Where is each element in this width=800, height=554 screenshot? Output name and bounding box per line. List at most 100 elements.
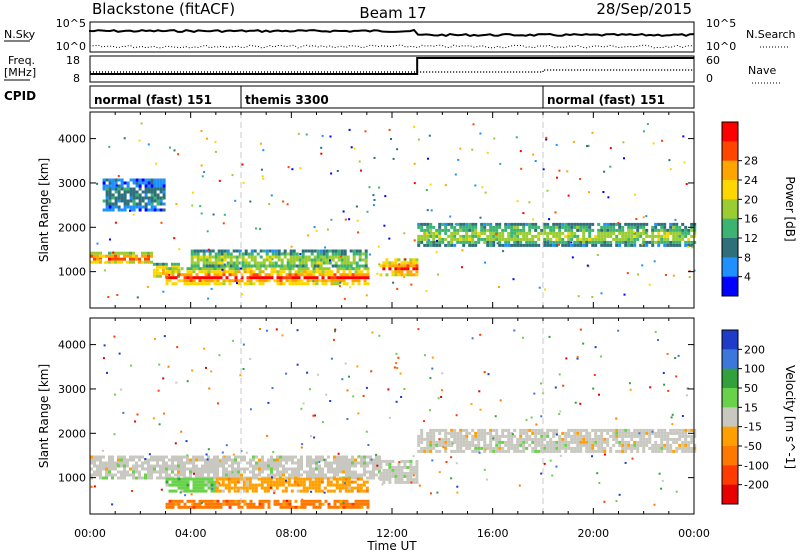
colorbar-swatch — [722, 388, 738, 408]
time-tick-label: 20:00 — [577, 527, 609, 540]
freq-tick-top: 18 — [66, 54, 80, 67]
time-tick-labels: 00:00 04:00 08:00 12:00 16:00 20:00 00:00 — [74, 527, 710, 540]
nsky-tick-top: 10^5 — [56, 17, 86, 30]
colorbar-swatch — [722, 368, 738, 389]
time-tick-label: 16:00 — [477, 527, 509, 540]
echo-band — [165, 477, 217, 493]
cpid-segment-label: normal (fast) 151 — [547, 93, 665, 107]
colorbar-frame — [721, 329, 739, 505]
colorbar-tick-label: 20 — [744, 193, 758, 206]
colorbar-swatch — [722, 330, 738, 350]
colorbar-label: Velocity [m s^-1] — [783, 365, 797, 469]
colorbar-tick-label: -15 — [744, 421, 762, 434]
nave-tick-bottom: 0 — [706, 72, 713, 85]
echo-band — [190, 249, 368, 268]
nave-label: Nave — [748, 64, 776, 77]
colorbar-swatch — [722, 238, 738, 258]
time-axis-label: Time UT — [366, 539, 417, 553]
echo-band — [90, 455, 381, 480]
freq-trace — [90, 57, 694, 75]
colorbar-tick-label: -200 — [744, 479, 769, 492]
time-tick-label: 04:00 — [175, 527, 207, 540]
cpid-panel-frame — [89, 85, 695, 109]
colorbar-swatch — [722, 160, 738, 181]
colorbar-tick-label: -50 — [744, 440, 762, 453]
echo-band — [215, 477, 369, 493]
freq-unit-label: [MHz] — [4, 66, 36, 79]
nsearch-tick-top: 10^5 — [706, 17, 736, 30]
echo-band — [379, 258, 419, 277]
power-colorbar: 4 8 12 16 20 24 28 Power [dB] — [721, 121, 797, 297]
echo-band — [417, 428, 697, 453]
nsearch-trace — [89, 44, 694, 49]
nave-trace — [90, 69, 694, 73]
nsearch-tick-bottom: 10^0 — [706, 40, 736, 53]
echo-speckles — [90, 328, 689, 506]
colorbar-swatch — [722, 484, 738, 505]
colorbar-tick-label: 15 — [744, 401, 758, 414]
colorbar-tick-label: 24 — [744, 174, 758, 187]
colorbar-swatch — [722, 122, 738, 142]
nave-tick-top: 60 — [706, 54, 720, 67]
echo-band — [417, 222, 697, 247]
colorbar-tick-label: 16 — [744, 213, 758, 226]
colorbar-swatch — [722, 349, 738, 370]
colorbar-swatch — [722, 426, 738, 447]
cpid-segment-label: themis 3300 — [245, 93, 329, 107]
colorbar-swatch — [722, 199, 738, 220]
panel-background — [90, 112, 694, 308]
y-axis-label: Slant Range [km] — [37, 364, 51, 468]
freq-label: Freq. — [8, 54, 35, 67]
y-tick-label: 2000 — [58, 221, 86, 234]
cpid-segment-label: normal (fast) 151 — [94, 93, 212, 107]
power-panel: 1000 2000 3000 4000 Slant Range [km] — [37, 111, 697, 309]
colorbar-swatch — [722, 141, 738, 162]
echo-band — [165, 499, 370, 509]
time-tick-label: 12:00 — [376, 527, 408, 540]
colorbar-tick-label: 50 — [744, 382, 758, 395]
y-axis-label: Slant Range [km] — [37, 158, 51, 262]
y-tick-label: 3000 — [58, 383, 86, 396]
colorbar-tick-label: 8 — [744, 251, 751, 264]
station-title: Blackstone (fitACF) — [92, 0, 235, 18]
velocity-colorbar: 200 100 50 15 -15 -50 -100 -200 Velocity [m s^-1… — [721, 329, 797, 505]
colorbar-tick-label: 28 — [744, 155, 758, 168]
colorbar-label: Power [dB] — [783, 176, 797, 241]
echo-speckles — [96, 122, 696, 300]
date-title: 28/Sep/2015 — [596, 0, 692, 18]
nsky-tick-bottom: 10^0 — [56, 40, 86, 53]
freq-traces — [90, 57, 694, 75]
echo-band — [90, 251, 153, 264]
y-tick-label: 4000 — [58, 339, 86, 352]
y-tick-label: 1000 — [58, 266, 86, 279]
colorbar-tick-label: -100 — [744, 459, 769, 472]
colorbar-tick-label: 4 — [744, 271, 751, 284]
nsearch-label: N.Search — [746, 28, 796, 41]
time-tick-label: 00:00 — [74, 527, 106, 540]
colorbar-tick-label: 200 — [744, 343, 765, 356]
colorbar-swatch — [722, 218, 738, 239]
echo-band — [165, 267, 370, 286]
freq-tick-bottom: 8 — [73, 72, 80, 85]
colorbar-swatch — [722, 446, 738, 466]
nsky-traces — [89, 28, 695, 49]
velocity-panel: 1000 2000 3000 4000 Slant Range [km] — [37, 317, 697, 515]
y-tick-label: 2000 — [58, 427, 86, 440]
colorbar-swatch — [722, 180, 738, 200]
cpid-segments: normal (fast) 151 themis 3300 normal (fast… — [94, 86, 665, 108]
time-tick-label: 08:00 — [275, 527, 307, 540]
colorbar-swatch — [722, 407, 738, 428]
y-tick-label: 1000 — [58, 472, 86, 485]
nsky-panel-frame — [89, 21, 695, 53]
colorbar-swatch — [722, 276, 738, 297]
y-tick-label: 4000 — [58, 133, 86, 146]
echo-band — [102, 178, 166, 212]
cpid-label: CPID — [4, 89, 36, 103]
colorbar-frame — [721, 121, 739, 297]
colorbar-tick-label: 12 — [744, 232, 758, 245]
y-tick-label: 3000 — [58, 177, 86, 190]
colorbar-tick-label: 100 — [744, 363, 765, 376]
time-tick-label: 00:00 — [678, 527, 710, 540]
